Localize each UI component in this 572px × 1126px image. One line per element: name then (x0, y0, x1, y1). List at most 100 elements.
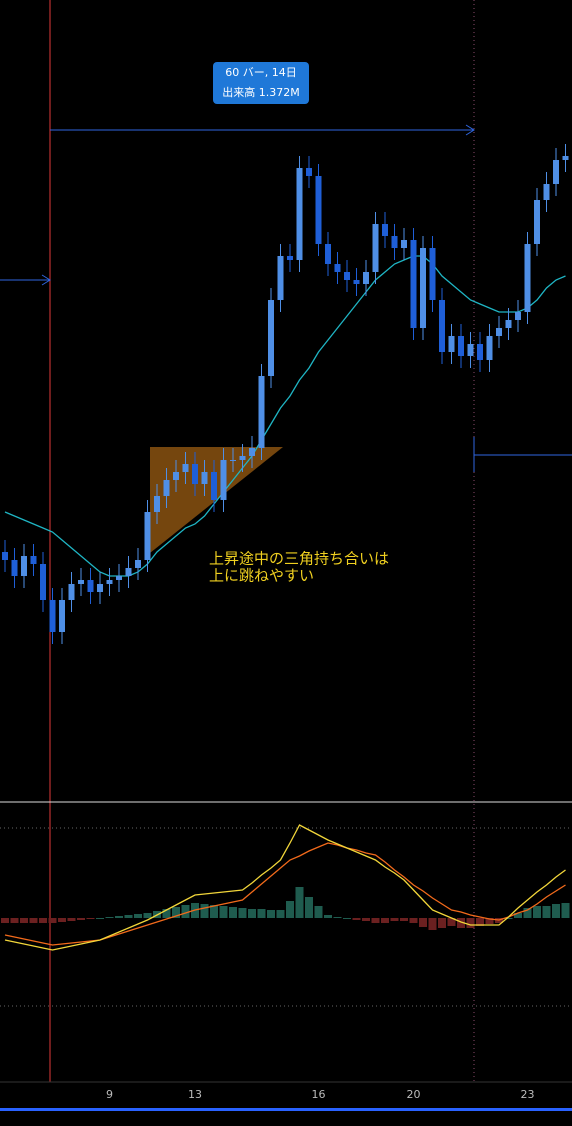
macd-histogram-bar (428, 918, 437, 930)
macd-histogram-bar (352, 918, 361, 920)
macd-histogram-bar (48, 918, 57, 923)
macd-histogram-bar (552, 904, 560, 918)
macd-histogram-bar (124, 915, 133, 918)
candle-body (496, 328, 502, 336)
candle-body (391, 236, 398, 248)
macd-histogram-bar (438, 918, 446, 928)
candle-body (486, 336, 493, 360)
macd-histogram-bar (77, 918, 85, 920)
candle-body (106, 580, 113, 584)
macd-histogram-bar (181, 905, 190, 918)
candle-body (429, 248, 436, 300)
candle-body (239, 456, 246, 460)
macd-histogram-bar (447, 918, 456, 926)
macd-histogram-bar (485, 918, 494, 924)
macd-histogram-bar (371, 918, 380, 923)
candle-body (201, 472, 208, 484)
macd-histogram-bar (115, 916, 123, 918)
candle-body (163, 480, 170, 496)
candle-body (467, 344, 474, 356)
macd-histogram-bar (362, 918, 370, 921)
candle-body (382, 224, 388, 236)
candle-body (268, 300, 274, 376)
candle-body (230, 460, 236, 461)
macd-histogram-bar (134, 914, 142, 918)
candle-body (410, 240, 417, 328)
candle-body (562, 156, 569, 160)
candle-body (553, 160, 559, 184)
candle-body (154, 496, 160, 512)
macd-histogram-bar (324, 915, 332, 918)
macd-histogram-bar (542, 906, 551, 918)
measure-lines (0, 124, 572, 472)
candle-body (21, 556, 27, 576)
macd-histogram-bar (172, 907, 180, 918)
candle-body (515, 312, 521, 320)
candle-body (116, 576, 122, 580)
candle-body (315, 176, 322, 244)
macd-histogram-bar (267, 910, 275, 918)
candle-body (420, 248, 426, 328)
macd-histogram-bar (96, 918, 104, 919)
macd-histogram-bar (561, 903, 570, 918)
macd-histogram-bar (381, 918, 389, 923)
candle-body (258, 376, 265, 448)
macd-histogram-bar (476, 918, 484, 926)
x-tick-label: 16 (312, 1088, 326, 1101)
macd-histogram-bar (105, 917, 114, 918)
candle-body (192, 464, 198, 484)
candle-body (277, 256, 284, 300)
macd-histogram-bar (333, 917, 342, 918)
macd-histogram-bar (86, 918, 95, 919)
candle-body (40, 564, 46, 600)
macd-histogram-bar (295, 887, 304, 918)
macd-histogram-bar (466, 918, 475, 928)
macd-histogram-bar (390, 918, 399, 921)
candle-body (296, 168, 303, 260)
candle-body (448, 336, 455, 352)
candle-body (325, 244, 331, 264)
candle-body (306, 168, 312, 176)
macd-histogram-bar (343, 918, 351, 919)
candle-body (534, 200, 540, 244)
macd-histogram-bar (457, 918, 465, 928)
candle-body (372, 224, 379, 272)
candle-body (2, 552, 8, 560)
candle-body (249, 448, 255, 456)
x-tick-label: 20 (407, 1088, 421, 1101)
macd-histogram-bar (200, 904, 209, 918)
moving-average-line (4, 255, 566, 577)
macd-histogram-bar (10, 918, 19, 923)
candle-body (344, 272, 350, 280)
candle-body (173, 472, 179, 480)
macd-histogram-bar (286, 901, 294, 918)
candle-body (59, 600, 65, 632)
macd-histogram-bar (29, 918, 38, 923)
candle-body (334, 264, 341, 272)
macd-histogram-bar (419, 918, 427, 927)
bottom-bar (0, 1108, 572, 1111)
candle-body (182, 464, 189, 472)
macd-histogram-bar (533, 906, 541, 918)
measure-box (213, 62, 309, 104)
candle-body (477, 344, 483, 360)
macd-histogram-bar (143, 913, 152, 918)
candle-body (144, 512, 151, 560)
macd-histogram-bar (1, 918, 9, 923)
candle-body (87, 580, 94, 592)
macd-histogram-bar (514, 913, 522, 918)
measure-volume: 出来高 1.372M (222, 85, 299, 99)
candle-body (97, 584, 103, 592)
macd-histogram-bar (257, 909, 266, 918)
annotation: 上昇途中の三角持ち合いは (209, 550, 389, 568)
macd-histogram-bar (248, 909, 256, 918)
candle-body (30, 556, 37, 564)
candle-body (363, 272, 369, 284)
macd-histogram-bar (409, 918, 418, 923)
macd-histogram-bar (162, 909, 171, 918)
candle-body (543, 184, 550, 200)
x-tick-label: 13 (188, 1088, 202, 1101)
macd-line (4, 824, 566, 951)
